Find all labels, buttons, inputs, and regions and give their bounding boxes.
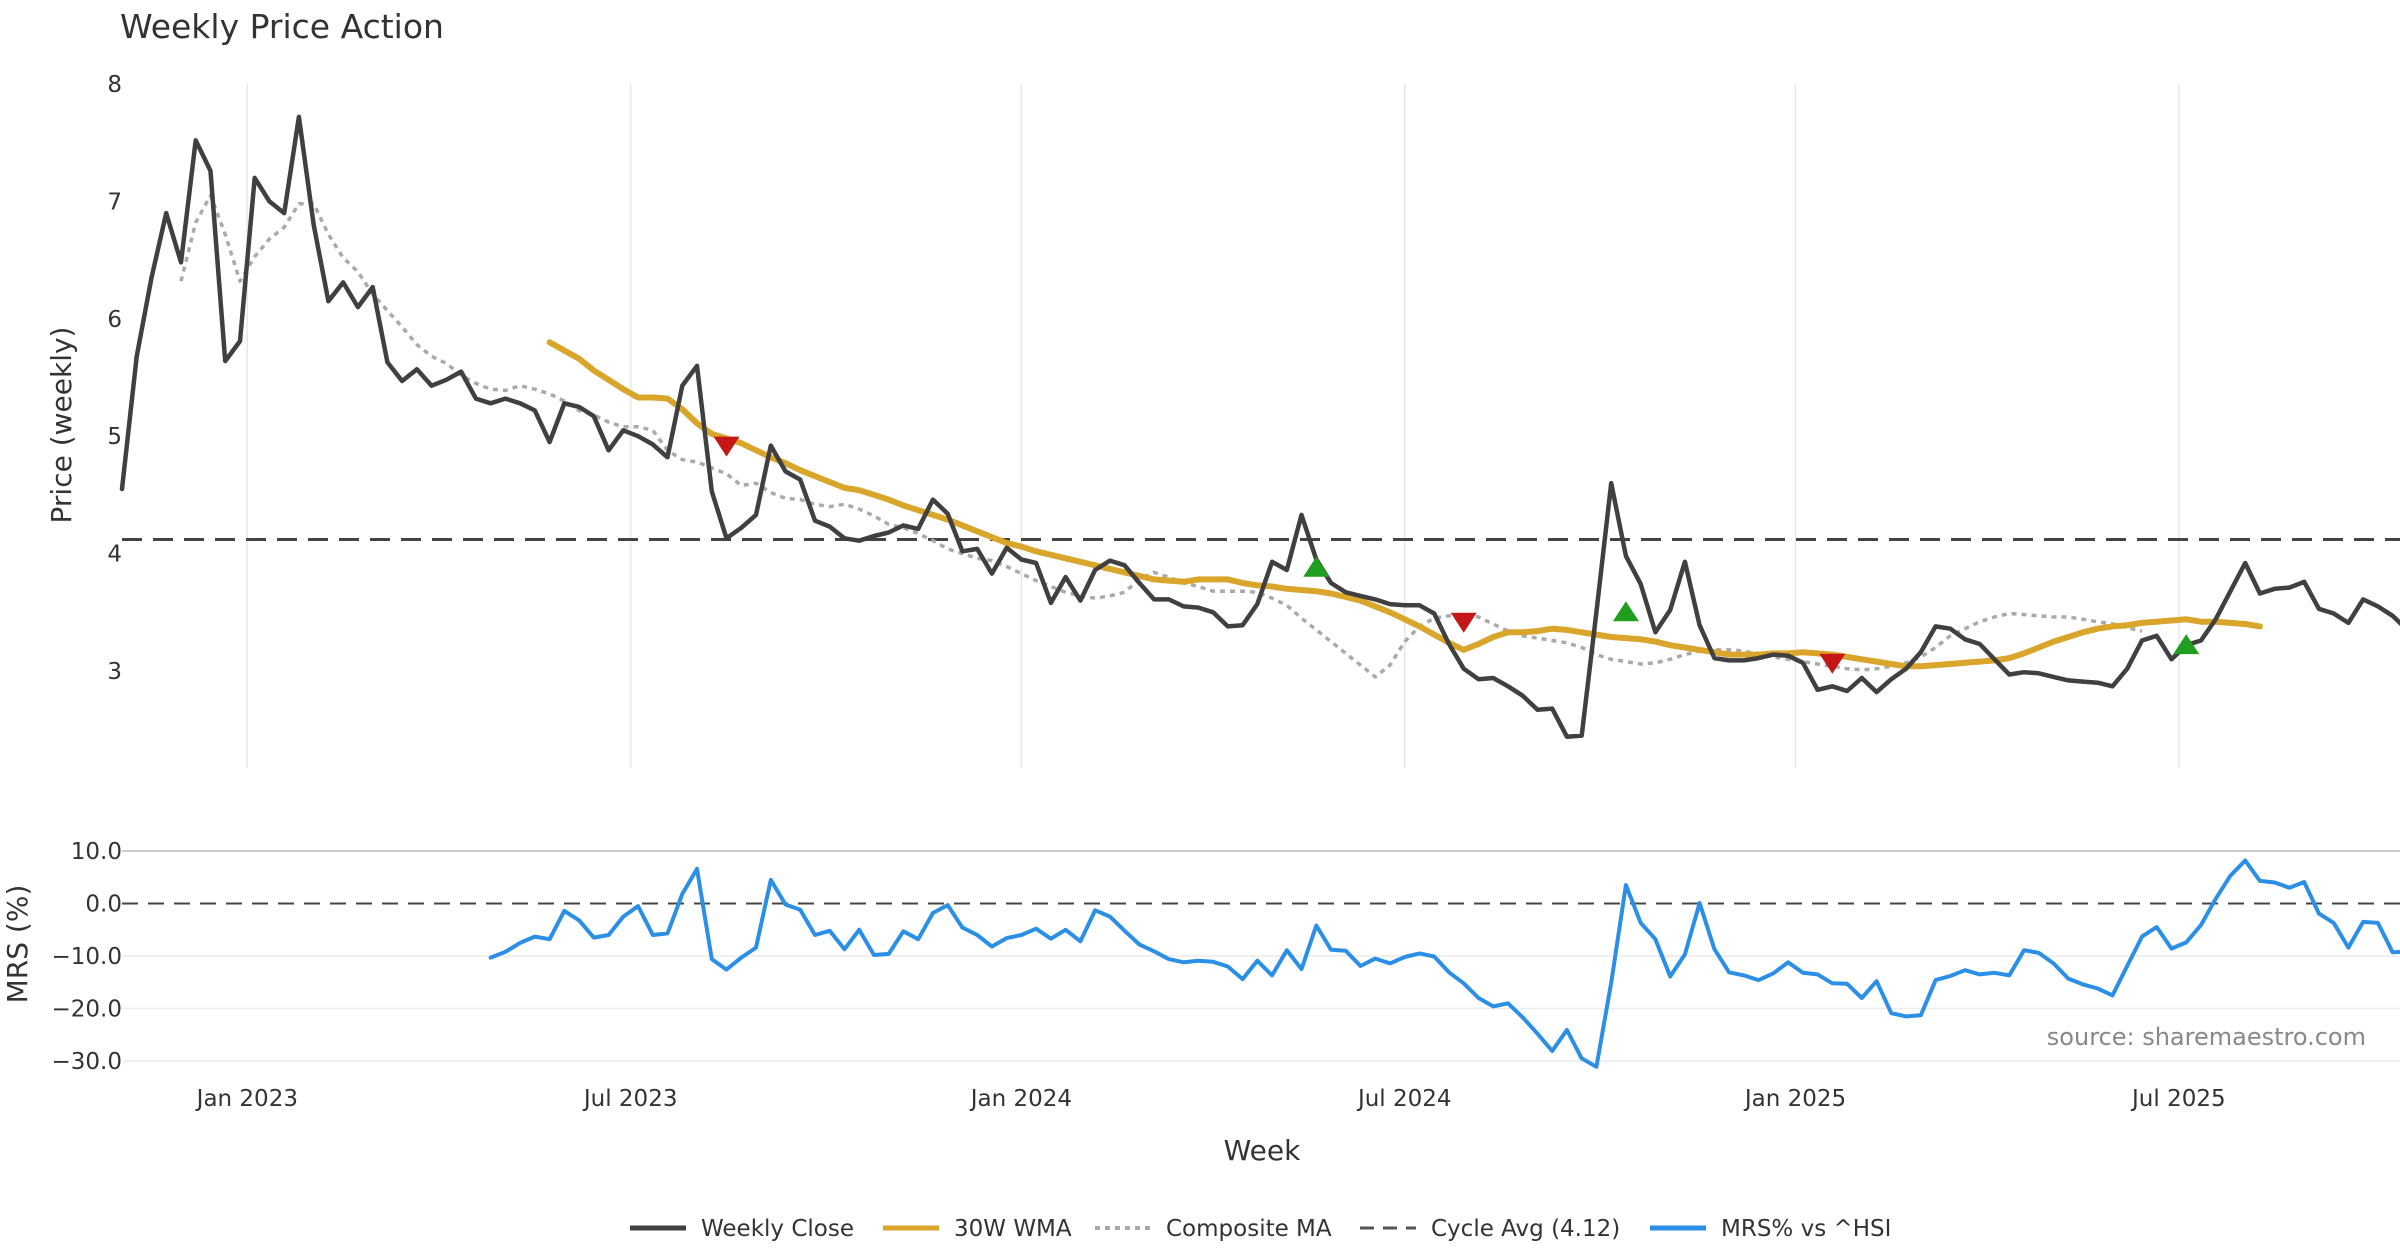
x-tick-label: Jul 2025: [2130, 1086, 2226, 1112]
x-tick-label: Jan 2023: [195, 1086, 298, 1112]
x-axis-label: Week: [1224, 1134, 1301, 1167]
price-series-layer: [119, 114, 2400, 739]
x-tick-label: Jul 2023: [582, 1086, 678, 1112]
series-line-composite-ma: [179, 193, 2143, 679]
mrs-series-layer: [122, 858, 2400, 1069]
legend-item-30w-wma: 30W WMA: [883, 1216, 1072, 1242]
x-tick-label: Jan 2024: [969, 1086, 1072, 1112]
legend-item-mrs-vs-hsi: MRS% vs ^HSI: [1650, 1216, 1891, 1242]
price-y-axis-label: Price (weekly): [45, 327, 78, 524]
legend-item-composite-ma: Composite MA: [1095, 1216, 1332, 1242]
price-y-tick-label: 6: [107, 307, 122, 333]
legend-item-cycle-avg-4-12: Cycle Avg (4.12): [1360, 1216, 1620, 1242]
price-grid: [246, 84, 2180, 768]
price-y-tick-label: 3: [107, 659, 122, 685]
buy-signal-marker: [1303, 556, 1330, 577]
legend-label: Weekly Close: [701, 1216, 854, 1242]
series-line-mrs-vs-hsi: [488, 858, 2400, 1069]
legend-item-weekly-close: Weekly Close: [630, 1216, 854, 1242]
buy-signal-marker: [1612, 601, 1639, 622]
sell-signal-marker: [713, 436, 740, 457]
series-line-30w-wma: [546, 339, 2263, 670]
mrs-y-tick-label: −20.0: [52, 997, 122, 1023]
x-tick-label: Jul 2024: [1356, 1086, 1452, 1112]
sell-signal-marker: [1819, 653, 1846, 674]
price-y-tick-label: 4: [107, 542, 122, 568]
legend-label: Cycle Avg (4.12): [1431, 1216, 1620, 1242]
mrs-y-axis-label: MRS (%): [1, 885, 34, 1004]
source-note: source: sharemaestro.com: [2047, 1023, 2366, 1051]
price-y-tick-label: 5: [107, 424, 122, 450]
sell-signal-marker: [1450, 612, 1477, 633]
price-y-ticks: 3 4 5 6 7 8: [107, 72, 122, 685]
mrs-y-tick-label: 10.0: [71, 839, 122, 865]
mrs-y-tick-label: −30.0: [52, 1049, 122, 1075]
legend-label: 30W WMA: [954, 1216, 1072, 1242]
legend-label: MRS% vs ^HSI: [1721, 1216, 1891, 1242]
legend: Weekly Close 30W WMA Composite MA Cycle Avg…: [630, 1216, 1891, 1242]
signal-markers-layer: [713, 436, 2200, 674]
legend-label: Composite MA: [1166, 1216, 1332, 1242]
mrs-y-ticks: 10.0 0.0 −10.0 −20.0 −30.0: [52, 839, 122, 1075]
chart-title: Weekly Price Action: [120, 7, 444, 46]
price-y-tick-label: 7: [107, 189, 122, 215]
price-y-tick-label: 8: [107, 72, 122, 98]
mrs-y-tick-label: 0.0: [85, 892, 122, 918]
x-tick-label: Jan 2025: [1743, 1086, 1846, 1112]
buy-signal-marker: [2173, 634, 2200, 655]
mrs-y-tick-label: −10.0: [52, 944, 122, 970]
x-ticks: Jan 2023 Jul 2023 Jan 2024 Jul 2024 Jan 2025…: [195, 1086, 2226, 1112]
series-line-weekly-close: [119, 114, 2400, 739]
